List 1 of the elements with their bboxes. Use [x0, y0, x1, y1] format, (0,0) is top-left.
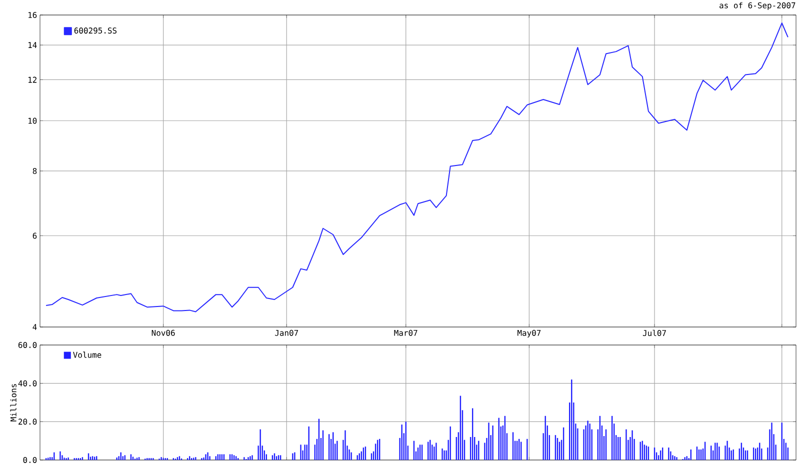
line-series: [46, 22, 788, 312]
